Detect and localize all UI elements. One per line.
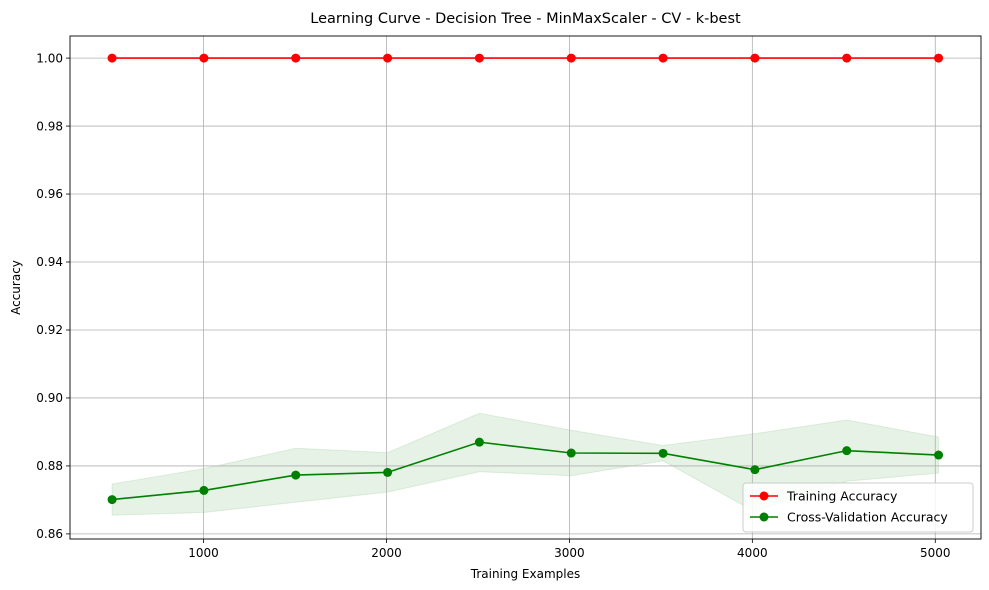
y-tick-label-6: 0.98 [36, 119, 63, 133]
point-series-1-8 [842, 446, 852, 456]
legend: Training Accuracy Cross-Validation Accur… [742, 482, 974, 533]
point-series-1-0 [107, 495, 117, 505]
point-series-1-6 [658, 448, 668, 458]
point-series-1-4 [474, 437, 484, 447]
x-axis-label: Training Examples [470, 567, 580, 581]
x-tick-label-0: 1000 [188, 546, 219, 560]
x-tick-label-3: 4000 [737, 546, 768, 560]
legend-marker-training [759, 491, 769, 501]
plot-frame [69, 35, 982, 540]
chart-title: Learning Curve - Decision Tree - MinMaxS… [310, 11, 741, 27]
y-tick-label-5: 0.96 [36, 187, 63, 201]
point-series-1-3 [383, 467, 393, 477]
y-axis-ticks: 0.86 0.88 0.90 0.92 0.94 0.96 0.98 1.00 [36, 51, 70, 541]
point-series-1-9 [934, 450, 944, 460]
series-points [107, 53, 944, 505]
point-series-0-6 [658, 53, 668, 63]
y-tick-label-4: 0.94 [36, 255, 63, 269]
point-series-0-3 [383, 53, 393, 63]
legend-box [742, 482, 974, 533]
point-series-0-7 [750, 53, 760, 63]
y-tick-label-3: 0.92 [36, 323, 63, 337]
point-series-1-7 [750, 465, 760, 475]
x-tick-label-1: 2000 [371, 546, 402, 560]
point-series-0-5 [566, 53, 576, 63]
series-lines [111, 57, 939, 501]
y-tick-label-1: 0.88 [36, 459, 63, 473]
legend-label-cv: Cross-Validation Accuracy [787, 510, 948, 525]
point-series-1-1 [199, 485, 209, 495]
point-series-0-9 [934, 53, 944, 63]
x-tick-label-2: 3000 [554, 546, 585, 560]
x-axis-ticks: 1000 2000 3000 4000 5000 [188, 539, 951, 560]
line-series-1 [111, 441, 939, 501]
y-tick-label-0: 0.86 [36, 527, 63, 541]
point-series-1-2 [291, 470, 301, 480]
point-series-0-0 [107, 53, 117, 63]
point-series-0-8 [842, 53, 852, 63]
y-tick-label-7: 1.00 [36, 51, 63, 65]
x-tick-label-4: 5000 [920, 546, 951, 560]
legend-label-training: Training Accuracy [786, 489, 898, 504]
point-series-0-2 [291, 53, 301, 63]
point-series-0-4 [474, 53, 484, 63]
point-series-1-5 [566, 448, 576, 458]
legend-marker-cv [759, 512, 769, 522]
band-series-1 [111, 412, 940, 516]
point-series-0-1 [199, 53, 209, 63]
y-tick-label-2: 0.90 [36, 391, 63, 405]
y-axis-label: Accuracy [9, 260, 23, 315]
plot-area: 1000 2000 3000 4000 5000 0.86 0.88 0.90 0.92 0.9… [36, 35, 982, 560]
